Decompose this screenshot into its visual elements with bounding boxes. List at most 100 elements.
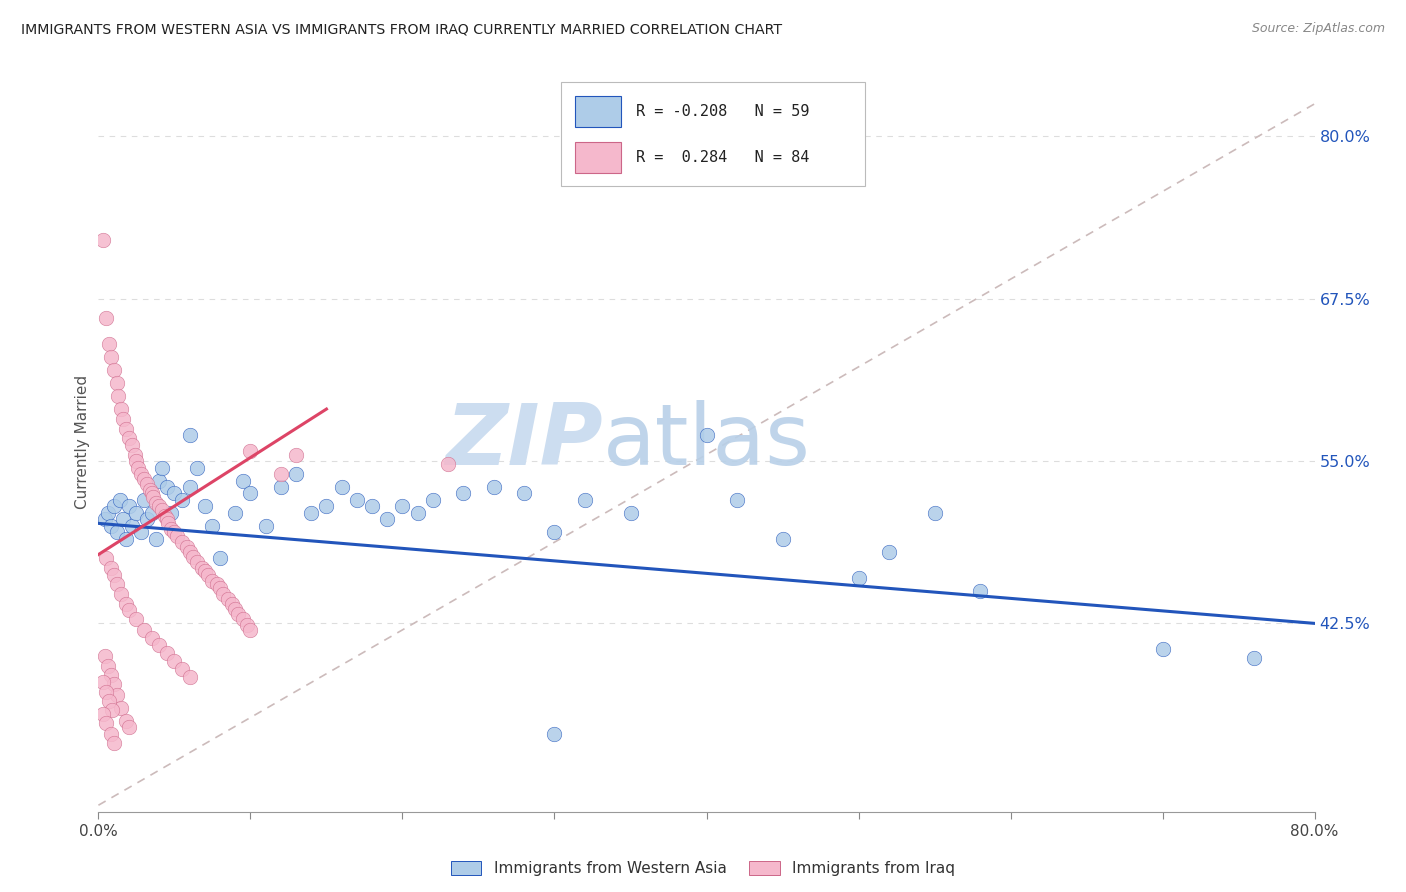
FancyBboxPatch shape — [575, 142, 621, 173]
Point — [437, 457, 460, 471]
Point — [299, 506, 322, 520]
Point — [346, 493, 368, 508]
Point — [543, 727, 565, 741]
Point — [110, 402, 132, 417]
Point — [94, 716, 117, 731]
Point — [696, 428, 718, 442]
Point — [150, 460, 173, 475]
Point — [105, 525, 128, 540]
Point — [132, 493, 155, 508]
Point — [94, 551, 117, 566]
Point — [156, 512, 179, 526]
Point — [118, 431, 141, 445]
Point — [103, 568, 125, 582]
Point — [114, 421, 136, 435]
Y-axis label: Currently Married: Currently Married — [75, 375, 90, 508]
Point — [141, 631, 163, 645]
Point — [91, 707, 114, 722]
Point — [226, 607, 249, 622]
Point — [150, 503, 173, 517]
Point — [209, 551, 232, 566]
Point — [111, 412, 134, 426]
Point — [221, 597, 243, 611]
Text: IMMIGRANTS FROM WESTERN ASIA VS IMMIGRANTS FROM IRAQ CURRENTLY MARRIED CORRELATI: IMMIGRANTS FROM WESTERN ASIA VS IMMIGRAN… — [21, 22, 782, 37]
Point — [124, 448, 146, 462]
Text: R = -0.208   N = 59: R = -0.208 N = 59 — [636, 104, 810, 119]
Point — [100, 668, 122, 682]
Point — [148, 500, 170, 514]
Point — [136, 512, 159, 526]
Point — [179, 428, 201, 442]
FancyBboxPatch shape — [561, 82, 865, 186]
Point — [482, 480, 505, 494]
Point — [93, 648, 115, 663]
Text: R =  0.284   N = 84: R = 0.284 N = 84 — [636, 150, 810, 165]
Point — [191, 560, 214, 574]
Point — [148, 639, 170, 653]
Point — [361, 500, 384, 514]
Point — [156, 480, 179, 494]
Point — [205, 577, 228, 591]
Point — [391, 500, 413, 514]
Point — [285, 467, 308, 481]
Point — [114, 597, 136, 611]
Text: atlas: atlas — [603, 400, 811, 483]
Point — [848, 571, 870, 585]
Point — [100, 350, 122, 364]
Point — [114, 714, 136, 728]
Point — [285, 448, 308, 462]
Point — [186, 460, 208, 475]
Point — [155, 508, 177, 523]
Point — [375, 512, 398, 526]
Point — [170, 493, 193, 508]
Point — [163, 486, 186, 500]
Point — [176, 540, 198, 554]
Point — [96, 659, 118, 673]
Point — [111, 512, 134, 526]
Point — [132, 472, 155, 486]
Point — [574, 493, 596, 508]
Point — [139, 483, 162, 497]
Point — [170, 662, 193, 676]
Text: ZIP: ZIP — [446, 400, 603, 483]
Point — [179, 480, 201, 494]
Point — [114, 532, 136, 546]
Point — [270, 480, 292, 494]
FancyBboxPatch shape — [575, 96, 621, 127]
Point — [101, 703, 124, 717]
Point — [166, 529, 188, 543]
Point — [148, 474, 170, 488]
Point — [105, 577, 128, 591]
Point — [725, 493, 748, 508]
Point — [170, 534, 193, 549]
Point — [110, 586, 132, 600]
Point — [125, 506, 148, 520]
Point — [224, 602, 246, 616]
Point — [217, 591, 239, 606]
Point — [110, 701, 132, 715]
Point — [129, 525, 152, 540]
Point — [98, 694, 121, 708]
Point — [1152, 642, 1174, 657]
Point — [129, 467, 152, 481]
Point — [254, 519, 277, 533]
Point — [100, 519, 122, 533]
Point — [877, 545, 900, 559]
Point — [194, 565, 217, 579]
Point — [103, 677, 125, 691]
Point — [100, 727, 122, 741]
Point — [330, 480, 353, 494]
Point — [103, 500, 125, 514]
Point — [232, 474, 254, 488]
Point — [105, 688, 128, 702]
Point — [179, 670, 201, 684]
Point — [209, 582, 232, 596]
Point — [969, 583, 991, 598]
Point — [108, 493, 131, 508]
Point — [127, 460, 149, 475]
Point — [121, 519, 143, 533]
Point — [1243, 651, 1265, 665]
Point — [179, 545, 201, 559]
Point — [141, 486, 163, 500]
Point — [422, 493, 444, 508]
